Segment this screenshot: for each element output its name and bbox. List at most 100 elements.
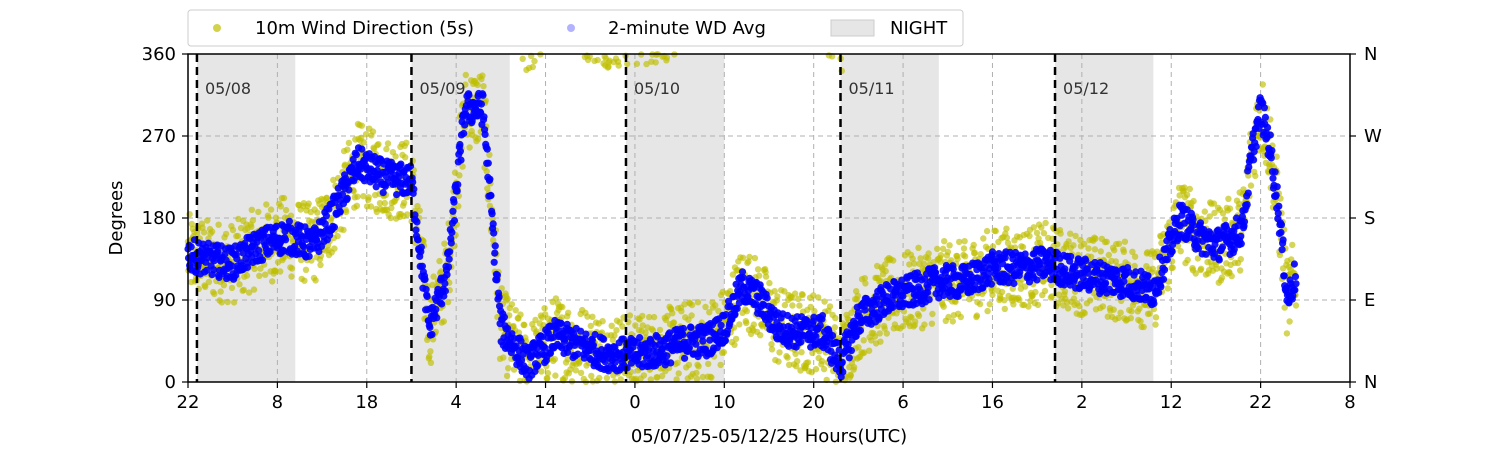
data-point: [483, 168, 490, 175]
data-point: [340, 226, 347, 234]
data-point: [977, 251, 984, 258]
data-point: [1158, 239, 1165, 247]
data-point: [920, 260, 927, 267]
data-point: [280, 194, 288, 202]
data-point: [1230, 245, 1238, 253]
data-point: [518, 356, 526, 364]
data-point: [1245, 163, 1253, 171]
data-point: [812, 332, 820, 340]
data-point: [860, 337, 867, 344]
data-point: [845, 354, 853, 362]
data-point: [1113, 270, 1121, 278]
data-point: [1218, 274, 1226, 281]
data-point: [632, 322, 639, 329]
data-point: [954, 255, 961, 263]
data-point: [921, 321, 928, 328]
data-point: [1177, 248, 1184, 255]
x-tick-label: 8: [272, 392, 283, 413]
data-point: [418, 262, 426, 270]
data-point: [1042, 219, 1049, 227]
data-point: [565, 309, 572, 316]
data-point: [693, 375, 701, 383]
data-point: [812, 366, 820, 373]
data-point: [924, 284, 932, 292]
data-point: [810, 292, 817, 299]
data-point: [1087, 253, 1095, 260]
data-point: [738, 268, 747, 276]
data-point: [200, 229, 208, 236]
data-point: [861, 275, 868, 282]
data-point: [272, 214, 280, 221]
data-point: [1211, 209, 1218, 217]
data-point: [1025, 303, 1032, 310]
data-point: [1168, 248, 1176, 256]
data-point: [1197, 265, 1205, 272]
data-point: [372, 183, 380, 191]
data-point: [954, 292, 962, 301]
data-point: [1001, 254, 1009, 262]
data-point: [1038, 224, 1045, 231]
data-point: [882, 261, 889, 268]
data-point: [240, 286, 247, 294]
day-marker-label: 05/09: [419, 79, 465, 98]
data-point: [397, 160, 405, 168]
data-point: [976, 300, 984, 308]
data-point: [1267, 154, 1275, 162]
data-point: [505, 365, 512, 372]
data-point: [883, 293, 891, 301]
x-tick-label: 22: [177, 392, 200, 413]
data-point: [617, 376, 624, 383]
data-point: [810, 313, 818, 321]
data-point: [1264, 123, 1272, 132]
data-point: [1250, 156, 1258, 164]
data-point: [388, 204, 395, 212]
data-point: [1244, 189, 1252, 197]
data-point: [873, 295, 881, 303]
y-tick-label: 180: [142, 208, 176, 229]
data-point: [522, 337, 530, 345]
data-point: [1226, 205, 1234, 212]
data-point: [784, 354, 791, 361]
data-point: [594, 56, 601, 64]
data-point: [1279, 236, 1287, 244]
data-point: [1030, 224, 1038, 231]
x-axis-ticks: 22 8 18 4 14 0 10 20 6 16 2 12 22 8: [177, 382, 1356, 413]
data-point: [564, 356, 571, 363]
data-point: [417, 243, 425, 251]
data-point: [486, 151, 493, 158]
data-point: [1190, 197, 1197, 205]
data-point: [1252, 142, 1260, 151]
data-point: [679, 331, 687, 339]
data-point: [1281, 304, 1288, 311]
data-point: [719, 288, 726, 296]
data-point: [924, 255, 932, 262]
data-point: [427, 348, 434, 355]
data-point: [456, 147, 464, 155]
y-tick-label: 0: [165, 372, 176, 393]
data-point: [440, 318, 447, 325]
data-point: [768, 346, 776, 353]
data-point: [1214, 226, 1222, 234]
data-point: [706, 309, 713, 316]
data-point: [929, 310, 936, 318]
data-point: [245, 289, 253, 296]
data-point: [1019, 243, 1027, 251]
data-point: [831, 324, 838, 331]
day-marker-label: 05/11: [849, 79, 895, 98]
data-point: [382, 173, 390, 181]
data-point: [1153, 248, 1161, 255]
data-point: [717, 321, 725, 329]
data-point: [1117, 309, 1124, 316]
data-point: [915, 244, 922, 251]
data-point: [462, 81, 469, 88]
data-point: [519, 55, 526, 62]
data-point: [652, 59, 659, 66]
data-point: [437, 268, 445, 275]
data-point: [1272, 191, 1280, 199]
legend-marker-wind-direction: [213, 24, 221, 32]
data-point: [215, 221, 222, 228]
data-point: [948, 257, 955, 264]
data-point: [285, 217, 293, 225]
data-point: [681, 354, 689, 362]
data-point: [1132, 268, 1140, 276]
